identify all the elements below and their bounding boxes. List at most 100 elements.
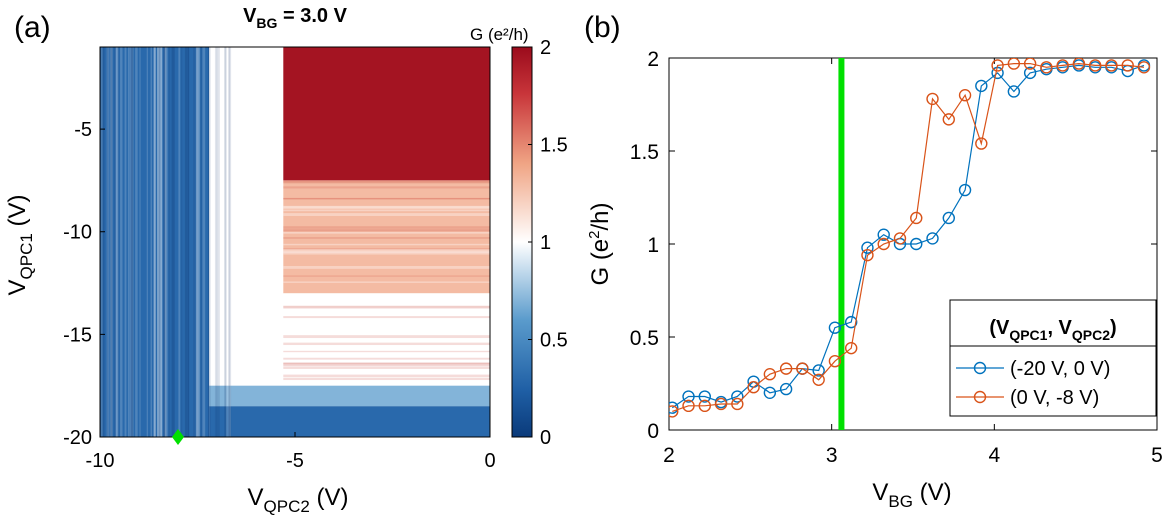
heatmap-region (283, 180, 490, 294)
heatmap-stripe (283, 231, 490, 234)
heatmap-stripe (124, 47, 127, 437)
series-1-point (926, 232, 939, 245)
heatmap-stripe (184, 47, 187, 437)
series-2-point (1007, 58, 1021, 70)
heatmap-stripe (283, 206, 490, 209)
series-1-point (958, 183, 972, 197)
heatmap-stripe (181, 47, 183, 437)
heatmap-stripe (159, 47, 163, 437)
heatmap-stripe (187, 47, 189, 437)
heatmap-stripe (283, 181, 490, 184)
heatmap-ytick-label: -5 (74, 119, 92, 141)
line-plot-area (669, 58, 1151, 430)
colorbar-tick-label: 1 (540, 232, 551, 254)
heatmap-stripe (110, 47, 113, 437)
heatmap-stripe (283, 374, 490, 378)
colorbar-ticks: 0 0.5 1 1.5 2 (528, 37, 568, 449)
series-1-point (763, 386, 777, 399)
series-2-point (1056, 59, 1069, 72)
heatmap-stripe (115, 47, 118, 437)
heatmap-stripe (283, 306, 490, 309)
heatmap-xlabel: VQPC2 (V) (248, 484, 349, 516)
heatmap-stripe (283, 226, 490, 229)
series-2-point (796, 362, 809, 375)
heatmap-stripe (129, 47, 132, 437)
heatmap-stripe (283, 316, 490, 319)
series-line-2 (672, 62, 1145, 412)
series-2-point (877, 237, 890, 251)
heatmap-stripe (214, 47, 217, 437)
heatmap-stripe (283, 342, 490, 346)
heatmap-stripe (283, 297, 490, 299)
heatmap-region (209, 47, 284, 386)
heatmap-stripe (283, 205, 490, 208)
line-ylabel: G (e2/h) (586, 202, 614, 285)
heatmap-marker (172, 429, 184, 445)
heatmap-stripe (131, 47, 134, 437)
line-xtick-label: 5 (1151, 444, 1163, 467)
series-2-point (844, 341, 858, 355)
colorbar-tick-label: 1.5 (540, 135, 568, 157)
series-2-point (958, 88, 972, 102)
heatmap-stripe (115, 47, 119, 437)
panel-b: (b) 2 3 4 5 0 0.5 1 1.5 2 VBG (V) G (e2/h) (VQPC… (584, 11, 1163, 511)
heatmap-stripe (216, 47, 219, 437)
heatmap-ytick-label: -20 (63, 427, 92, 449)
heatmap-stripe (164, 47, 167, 437)
series-2-point (893, 232, 907, 245)
heatmap-stripe (283, 332, 490, 336)
series-2-point (975, 137, 988, 150)
heatmap-stripe (158, 47, 160, 437)
series-2-point (942, 113, 955, 126)
series-2-point (828, 354, 842, 368)
heatmap-stripe (101, 47, 104, 437)
series-1-point (682, 390, 695, 403)
heatmap-xtick-label: 0 (484, 450, 495, 472)
colorbar-label: G (e²/h) (470, 25, 529, 44)
heatmap-stripe (110, 47, 112, 437)
heatmap-stripe (283, 237, 490, 239)
heatmap-stripe (158, 47, 161, 437)
heatmap-stripe (283, 251, 490, 253)
series-2-point (682, 399, 695, 413)
heatmap-stripe (224, 47, 227, 437)
heatmap-stripe (114, 47, 117, 437)
heatmap-xtick-label: -10 (86, 450, 115, 472)
heatmap-stripe (207, 47, 211, 437)
series-1-point (877, 228, 890, 241)
heatmap-ylabel: VQPC1 (V) (4, 195, 36, 296)
heatmap-stripe (127, 47, 130, 437)
line-xtick-label: 3 (826, 444, 838, 467)
series-2-point (1023, 58, 1037, 70)
series-1-point (669, 401, 679, 414)
heatmap-area (100, 47, 490, 437)
series-1-point (861, 241, 874, 254)
heatmap-stripe (159, 47, 163, 437)
heatmap-stripe (163, 47, 166, 437)
heatmap-stripe (120, 47, 123, 437)
series-1-point (910, 237, 923, 251)
heatmap-stripe (283, 180, 490, 183)
heatmap-region (283, 293, 490, 386)
series-2-point (1088, 59, 1102, 72)
heatmap-stripe (185, 47, 189, 437)
heatmap-stripe (103, 47, 105, 437)
heatmap-region (209, 406, 490, 437)
series-2-point (926, 92, 939, 106)
heatmap-stripe (200, 47, 203, 437)
heatmap-stripe (283, 377, 490, 381)
panel-a: (a) VBG = 3.0 V -10 -5 0 -20 -15 -10 -5 VQPC2 … (4, 5, 568, 516)
heatmap-ytick-label: -10 (63, 222, 92, 244)
heatmap-stripe (106, 47, 110, 437)
heatmap-xtick-label: -5 (286, 450, 304, 472)
heatmap-stripe (283, 186, 490, 189)
heatmap-stripe (283, 366, 490, 369)
series-2-point (1121, 59, 1134, 72)
heatmap-stripe (217, 47, 220, 437)
series-1-point (942, 211, 955, 225)
heatmap-stripe (164, 47, 168, 437)
heatmap-stripe (283, 362, 490, 365)
heatmap-axes: -10 -5 0 -20 -15 -10 -5 (63, 119, 495, 472)
series-1-point (812, 364, 825, 377)
